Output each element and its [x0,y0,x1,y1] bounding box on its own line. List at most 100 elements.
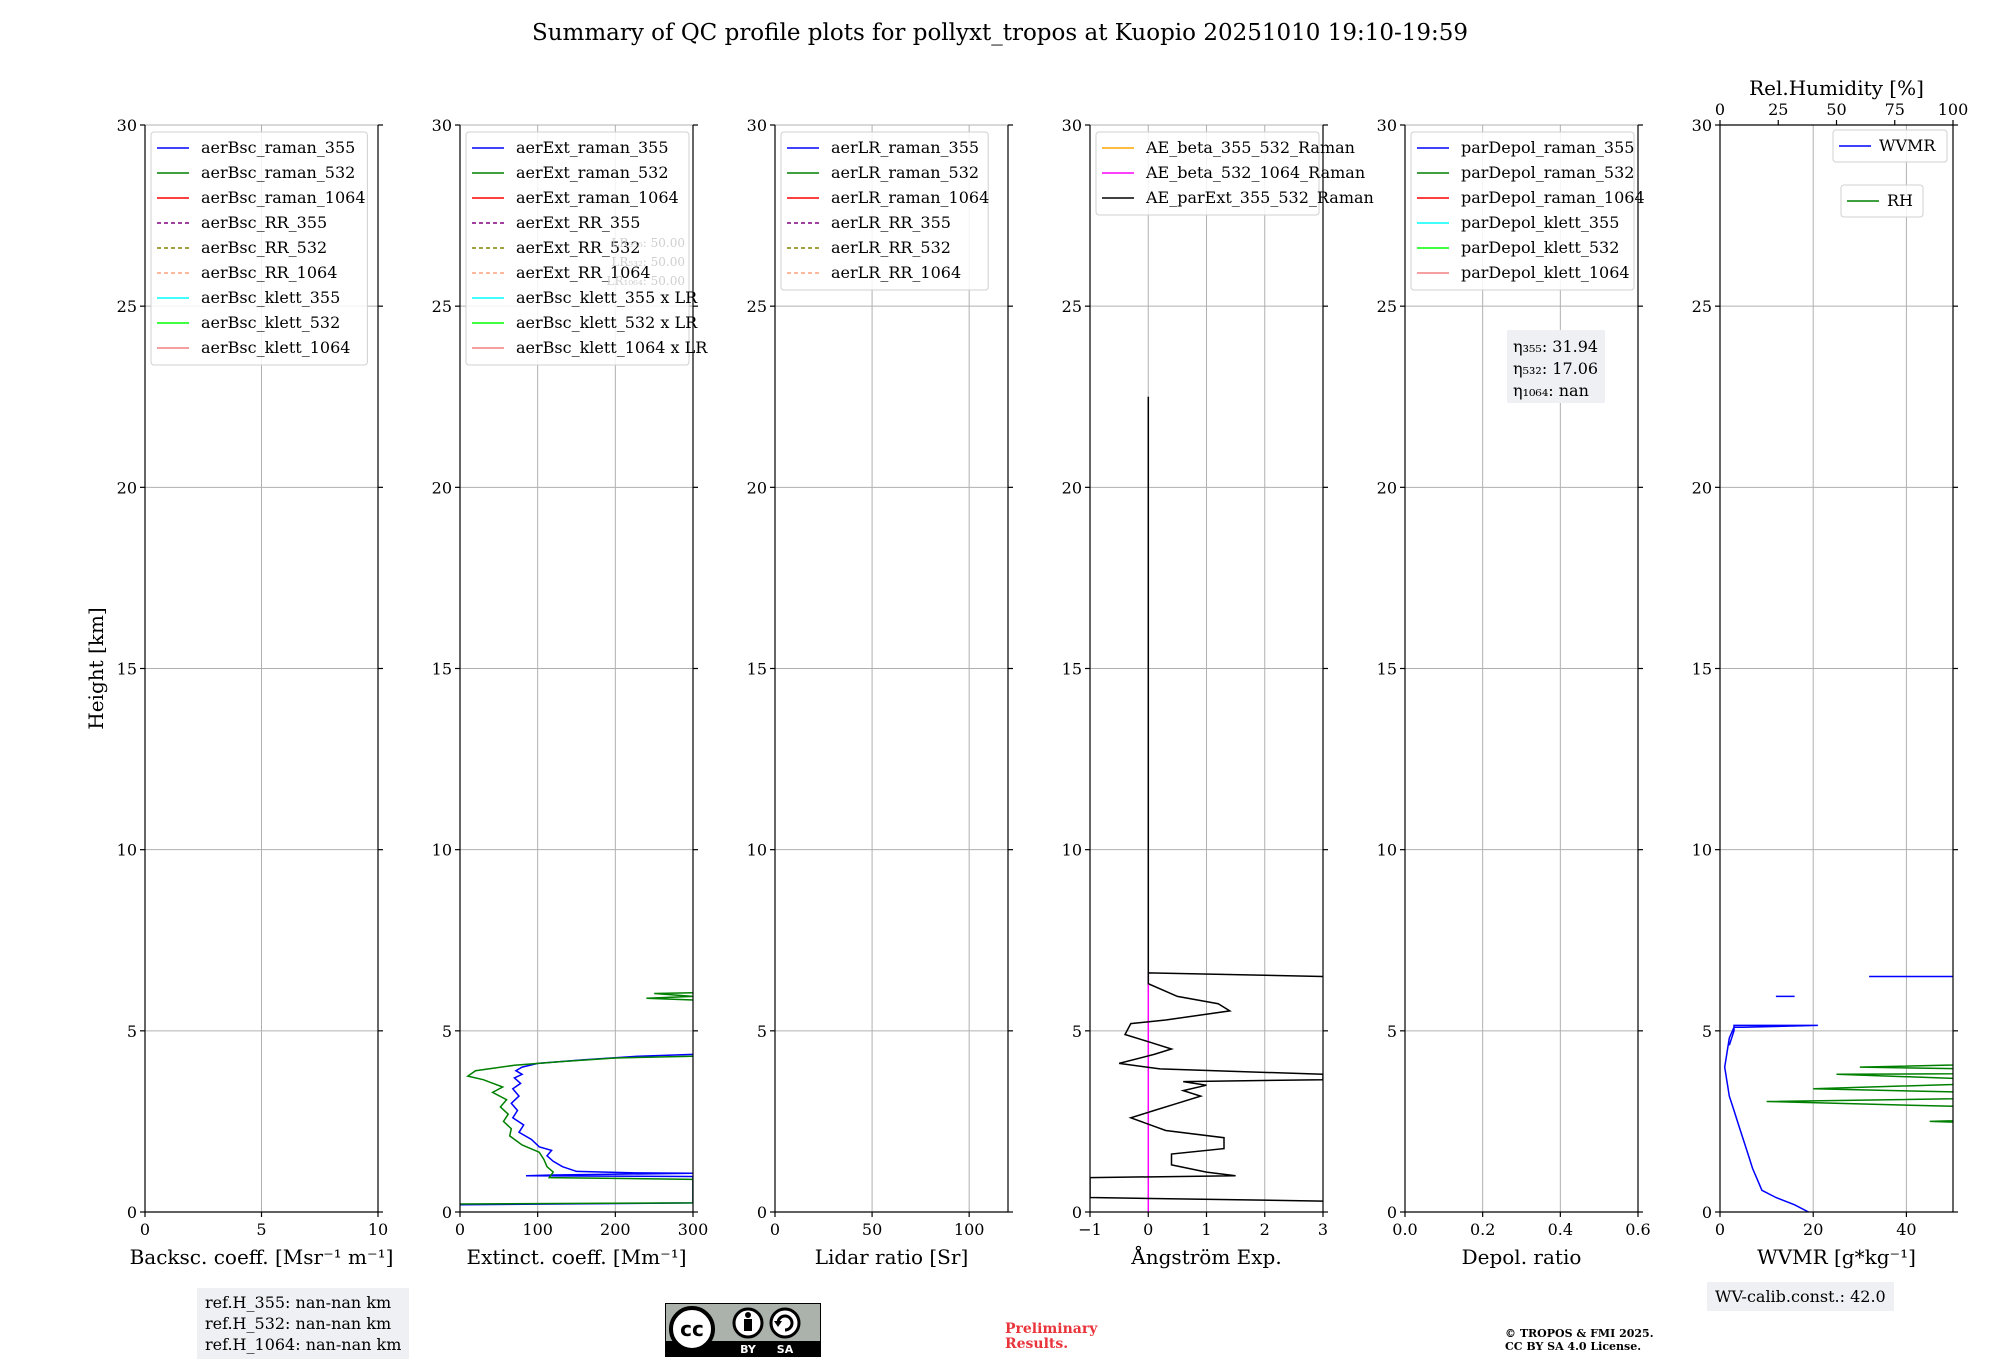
panel-1: 0 5 10 15 20 25 30 0 5 10 Backsc. coeff. [Msr⁻¹ m⁻… [117,116,394,1269]
legend-label-aerExt_raman_355: aerExt_raman_355 [516,138,669,157]
y-tick-label: 25 [1377,297,1397,316]
legend-label-aerExt_raman_532: aerExt_raman_532 [516,163,669,182]
legend-label-aerBsc_RR_355: aerBsc_RR_355 [201,213,327,232]
legend-label-aerLR_RR_1064: aerLR_RR_1064 [831,263,961,282]
legend-label-aerBsc_klett_532: aerBsc_klett_532 [201,313,340,332]
legend-box [465,131,690,366]
y-tick-label: 25 [432,297,452,316]
top-x-tick-label: 25 [1768,100,1788,119]
refbox-line-532: ref.H_532: nan-nan km [205,1314,392,1333]
y-tick-label: 10 [1062,841,1082,860]
y-tick-label: 5 [1702,1022,1712,1041]
x-axis-label: Extinct. coeff. [Mm⁻¹] [466,1245,686,1269]
y-tick-label: 30 [1377,116,1397,135]
series-line-aerExt_raman_532 [460,1055,693,1205]
top-x-tick-label: 50 [1826,100,1846,119]
x-tick-label: 0 [1143,1220,1153,1239]
legend-box [1840,184,1924,218]
y-tick-label: 10 [1692,841,1712,860]
x-tick-label: 0.6 [1625,1220,1650,1239]
legend-label-parDepol_raman_355: parDepol_raman_355 [1461,138,1634,157]
cc-by-sa-logo: cc BY SA [665,1303,821,1357]
y-axis-label: Height [km] [84,607,108,729]
y-tick-label: 25 [117,297,137,316]
x-axis-label: Lidar ratio [Sr] [815,1245,969,1269]
series-line-AE_parExt_355_532_Raman [1090,972,1323,1202]
x-tick-label: 0 [770,1220,780,1239]
y-tick-label: 5 [442,1022,452,1041]
legend-label-aerBsc_RR_1064: aerBsc_RR_1064 [201,263,337,282]
legend-label-aerBsc_raman_355: aerBsc_raman_355 [201,138,355,157]
y-tick-label: 30 [1692,116,1712,135]
legend-label-parDepol_raman_532: parDepol_raman_532 [1461,163,1634,182]
eta-box [1507,330,1605,403]
legend-label-aerBsc_raman_1064: aerBsc_raman_1064 [201,188,366,207]
y-tick-label: 20 [432,478,452,497]
legend-box [1095,131,1320,216]
svg-text:cc: cc [680,1317,704,1341]
y-tick-label: 10 [747,841,767,860]
y-tick-label: 0 [1702,1203,1712,1222]
y-tick-label: 5 [757,1022,767,1041]
y-tick-label: 10 [117,841,137,860]
x-tick-label: −1 [1078,1220,1102,1239]
x-tick-label: 0 [1715,1220,1725,1239]
y-tick-label: 15 [1692,660,1712,679]
wv-calibration-box: WV-calib.const.: 42.0 [1707,1282,1894,1311]
svg-text:BY: BY [740,1343,757,1356]
y-tick-label: 10 [1377,841,1397,860]
x-tick-label: 0.4 [1548,1220,1573,1239]
legend-box [780,131,989,291]
y-tick-label: 20 [117,478,137,497]
legend-label-aerBsc_raman_532: aerBsc_raman_532 [201,163,355,182]
x-tick-label: 100 [522,1220,553,1239]
x-axis-label: Backsc. coeff. [Msr⁻¹ m⁻¹] [130,1245,394,1269]
x-tick-label: 20 [1803,1220,1823,1239]
y-tick-label: 25 [1692,297,1712,316]
y-tick-label: 0 [442,1203,452,1222]
x-tick-label: 5 [256,1220,266,1239]
eta-annotation: η₁₀₆₄: nan [1513,381,1589,400]
top-x-axis-label: Rel.Humidity [%] [1749,76,1924,100]
y-tick-label: 20 [747,478,767,497]
lidar-ratio-annotation: LR₅₃₂: 50.00 [611,255,685,269]
top-x-tick-label: 100 [1938,100,1969,119]
y-tick-label: 15 [432,660,452,679]
x-tick-label: 300 [678,1220,709,1239]
x-tick-label: 200 [600,1220,631,1239]
panel-5: 0 5 10 15 20 25 30 0.0 0.2 0.4 0.6 Depol. ratio parD… [1377,116,1651,1269]
preliminary-line-2: Results. [1005,1336,1069,1352]
x-tick-label: 0.0 [1392,1220,1417,1239]
y-tick-label: 30 [432,116,452,135]
refbox-line-1064: ref.H_1064: nan-nan km [205,1335,402,1354]
x-tick-label: 0 [455,1220,465,1239]
legend-label-aerExt_RR_532: aerExt_RR_532 [516,238,640,257]
y-tick-label: 30 [1062,116,1082,135]
y-tick-label: 15 [747,660,767,679]
copyright-line-1: © TROPOS & FMI 2025. [1505,1327,1654,1340]
preliminary-results-note: Preliminary Results. [1005,1322,1097,1352]
copyright-line-2: CC BY SA 4.0 License. [1505,1340,1642,1353]
legend-label-parDepol_klett_532: parDepol_klett_532 [1461,238,1619,257]
y-tick-label: 25 [1062,297,1082,316]
legend-label-AE_beta_532_1064_Raman: AE_beta_532_1064_Raman [1145,163,1365,182]
y-tick-label: 15 [1377,660,1397,679]
x-axis-label: WVMR [g*kg⁻¹] [1757,1245,1916,1269]
y-tick-label: 5 [1387,1022,1397,1041]
legend-box [1832,129,1948,163]
series-line-WVMR [1723,1024,1818,1212]
refbox-line-355: ref.H_355: nan-nan km [205,1293,392,1312]
preliminary-line-1: Preliminary [1005,1321,1098,1337]
legend-box [1410,131,1635,291]
page-title: Summary of QC profile plots for pollyxt_… [531,20,1469,46]
series-line-aerExt_raman_355 [460,1053,693,1206]
lidar-ratio-annotation: LR₁₀₆₄: 50.00 [607,274,685,288]
legend-label-aerLR_raman_355: aerLR_raman_355 [831,138,979,157]
series-line-aerExt_raman_532_upper [646,992,693,1001]
y-tick-label: 0 [1072,1203,1082,1222]
x-tick-label: 2 [1260,1220,1270,1239]
legend-box [150,131,368,366]
